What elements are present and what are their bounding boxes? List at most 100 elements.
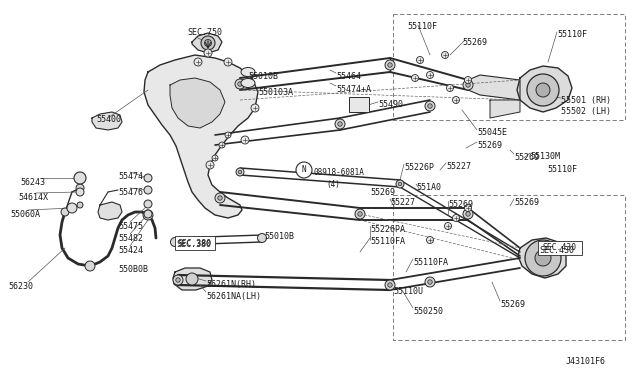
Circle shape bbox=[218, 196, 222, 200]
Text: 55482: 55482 bbox=[118, 234, 143, 243]
Circle shape bbox=[241, 136, 249, 144]
Circle shape bbox=[338, 122, 342, 126]
Circle shape bbox=[225, 132, 231, 138]
Circle shape bbox=[76, 184, 84, 192]
Text: 55490: 55490 bbox=[378, 100, 403, 109]
Circle shape bbox=[385, 60, 395, 70]
Text: 55475: 55475 bbox=[118, 222, 143, 231]
Text: 55110FA: 55110FA bbox=[413, 258, 448, 267]
Text: 56261NA(LH): 56261NA(LH) bbox=[206, 292, 261, 301]
Text: SEC.750: SEC.750 bbox=[188, 28, 223, 37]
Text: 54614X: 54614X bbox=[18, 193, 48, 202]
Text: 08918-6081A: 08918-6081A bbox=[313, 168, 364, 177]
Polygon shape bbox=[517, 66, 572, 112]
Circle shape bbox=[445, 222, 451, 230]
Circle shape bbox=[251, 104, 259, 112]
Circle shape bbox=[206, 161, 214, 169]
Text: 55424: 55424 bbox=[118, 246, 143, 255]
Circle shape bbox=[237, 82, 243, 86]
Circle shape bbox=[236, 168, 244, 176]
Circle shape bbox=[194, 58, 202, 66]
Circle shape bbox=[385, 280, 395, 290]
Text: SEC.430: SEC.430 bbox=[539, 246, 574, 255]
Circle shape bbox=[186, 273, 198, 285]
Circle shape bbox=[170, 237, 179, 247]
Circle shape bbox=[173, 275, 183, 285]
Circle shape bbox=[76, 188, 84, 196]
Circle shape bbox=[144, 186, 152, 194]
Circle shape bbox=[398, 182, 402, 186]
Polygon shape bbox=[468, 75, 520, 100]
Circle shape bbox=[296, 162, 312, 178]
Text: 550103A: 550103A bbox=[258, 88, 293, 97]
Text: 55269: 55269 bbox=[370, 188, 395, 197]
Text: 55269: 55269 bbox=[462, 38, 487, 47]
Circle shape bbox=[257, 234, 266, 243]
Circle shape bbox=[205, 39, 211, 46]
Circle shape bbox=[465, 77, 472, 83]
Circle shape bbox=[428, 280, 432, 284]
Text: 55110F: 55110F bbox=[407, 22, 437, 31]
Circle shape bbox=[235, 79, 245, 89]
Polygon shape bbox=[144, 55, 258, 218]
Circle shape bbox=[452, 96, 460, 103]
Circle shape bbox=[212, 155, 218, 161]
Circle shape bbox=[204, 49, 212, 57]
Text: 55110FA: 55110FA bbox=[370, 237, 405, 246]
Text: 55226PA: 55226PA bbox=[370, 225, 405, 234]
FancyBboxPatch shape bbox=[175, 236, 215, 250]
Polygon shape bbox=[518, 238, 566, 278]
Text: 56261N(RH): 56261N(RH) bbox=[206, 280, 256, 289]
Text: 55060A: 55060A bbox=[10, 210, 40, 219]
Circle shape bbox=[144, 200, 152, 208]
Circle shape bbox=[238, 170, 242, 174]
Text: 55227: 55227 bbox=[446, 162, 471, 171]
Circle shape bbox=[224, 58, 232, 66]
Text: 55110F: 55110F bbox=[547, 165, 577, 174]
Circle shape bbox=[525, 240, 561, 276]
Text: 55269: 55269 bbox=[500, 300, 525, 309]
Circle shape bbox=[388, 283, 392, 287]
FancyBboxPatch shape bbox=[349, 97, 369, 112]
Text: 551A0: 551A0 bbox=[416, 183, 441, 192]
Circle shape bbox=[535, 250, 551, 266]
Circle shape bbox=[144, 174, 152, 182]
Text: SEC.380: SEC.380 bbox=[178, 238, 212, 247]
Text: 550B0B: 550B0B bbox=[118, 265, 148, 274]
Text: SEC.380: SEC.380 bbox=[176, 240, 211, 249]
Text: 55130M: 55130M bbox=[530, 152, 560, 161]
Circle shape bbox=[77, 202, 83, 208]
Circle shape bbox=[61, 208, 69, 216]
Text: 55010B: 55010B bbox=[248, 72, 278, 81]
Circle shape bbox=[447, 84, 454, 92]
Circle shape bbox=[463, 80, 473, 90]
Polygon shape bbox=[98, 202, 122, 220]
Text: 55010B: 55010B bbox=[264, 232, 294, 241]
Text: 55226P: 55226P bbox=[404, 163, 434, 172]
Text: 55110F: 55110F bbox=[557, 30, 587, 39]
Circle shape bbox=[67, 203, 77, 213]
Circle shape bbox=[396, 180, 404, 188]
Text: 55464: 55464 bbox=[336, 72, 361, 81]
Circle shape bbox=[144, 210, 152, 218]
Circle shape bbox=[215, 193, 225, 203]
Circle shape bbox=[463, 209, 473, 219]
Text: 55045E: 55045E bbox=[477, 128, 507, 137]
Polygon shape bbox=[92, 112, 122, 130]
Circle shape bbox=[426, 237, 433, 244]
Circle shape bbox=[74, 172, 86, 184]
Circle shape bbox=[465, 205, 472, 212]
Circle shape bbox=[442, 51, 449, 58]
Text: 55269: 55269 bbox=[514, 153, 539, 162]
Text: 550250: 550250 bbox=[413, 307, 443, 316]
Circle shape bbox=[201, 36, 215, 50]
Text: 56230: 56230 bbox=[8, 282, 33, 291]
Circle shape bbox=[143, 210, 153, 220]
Text: 55502 (LH): 55502 (LH) bbox=[561, 107, 611, 116]
Text: 55110U: 55110U bbox=[393, 287, 423, 296]
Text: 55269: 55269 bbox=[477, 141, 502, 150]
Circle shape bbox=[412, 74, 419, 81]
Text: 56243: 56243 bbox=[20, 178, 45, 187]
Polygon shape bbox=[490, 100, 520, 118]
FancyBboxPatch shape bbox=[538, 241, 582, 255]
